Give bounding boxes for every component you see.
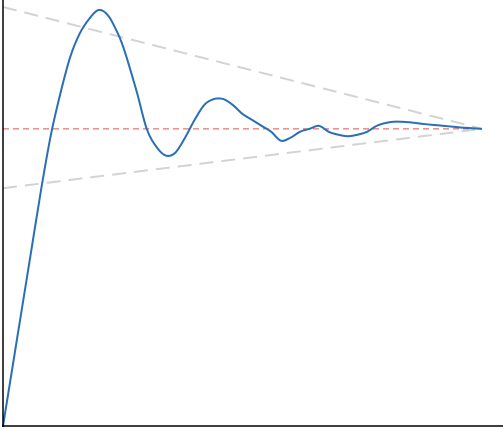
lines-layer xyxy=(2,6,483,427)
response-line xyxy=(2,8,483,427)
lower-envelope-line xyxy=(2,127,483,190)
upper-envelope-line xyxy=(2,6,483,130)
